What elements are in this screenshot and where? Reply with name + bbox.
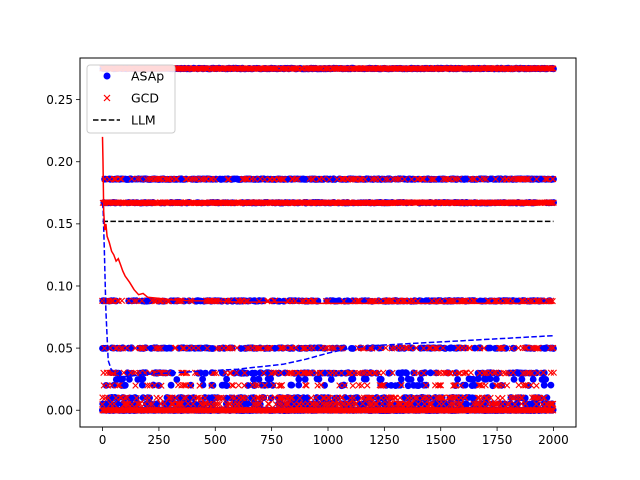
x-tick-label: 250 xyxy=(147,433,170,447)
x-tick-label: 0 xyxy=(99,433,107,447)
asap-point xyxy=(304,394,311,402)
legend-gcd-label: GCD xyxy=(131,91,159,106)
asap-point xyxy=(540,381,548,389)
asap-point xyxy=(529,376,537,383)
asap-point xyxy=(139,375,147,383)
asap-point xyxy=(288,381,296,389)
asap-point xyxy=(125,376,133,383)
asap-point xyxy=(474,375,482,383)
x-tick-label: 1750 xyxy=(482,433,513,447)
asap-point xyxy=(301,375,309,383)
asap-point xyxy=(454,376,461,383)
asap-point xyxy=(173,376,181,383)
asap-point xyxy=(547,381,555,389)
legend-llm-label: LLM xyxy=(131,113,156,128)
asap-point xyxy=(223,375,231,383)
asap-point xyxy=(403,369,410,377)
asap-point xyxy=(295,375,303,383)
asap-point xyxy=(267,375,274,383)
y-tick-label: 0.10 xyxy=(46,279,73,293)
x-tick-label: 750 xyxy=(260,433,283,447)
y-tick-label: 0.25 xyxy=(46,93,73,107)
y-tick-label: 0.15 xyxy=(46,217,73,231)
asap-point xyxy=(533,369,540,377)
asap-point xyxy=(258,369,265,377)
y-tick-label: 0.20 xyxy=(46,155,73,169)
x-tick-label: 1500 xyxy=(425,433,456,447)
asap-point xyxy=(229,394,237,402)
asap-point xyxy=(510,376,518,383)
asap-point xyxy=(121,381,129,389)
asap-point xyxy=(260,394,268,402)
asap-point xyxy=(223,382,231,389)
asap-point xyxy=(250,376,257,383)
asap-point xyxy=(542,376,550,383)
asap-point xyxy=(209,345,217,352)
asap-point xyxy=(138,381,146,389)
asap-point xyxy=(518,375,526,383)
asap-point xyxy=(244,400,252,408)
asap-point xyxy=(492,375,500,383)
legend-asap-label: ASAp xyxy=(131,69,164,84)
asap-point xyxy=(333,394,341,402)
asap-point xyxy=(498,382,505,389)
x-tick-label: 1250 xyxy=(369,433,400,447)
asap-point xyxy=(386,369,394,377)
y-tick-label: 0.00 xyxy=(46,404,73,418)
asap-point xyxy=(486,344,494,352)
asap-point xyxy=(377,344,385,352)
legend: ASAp GCD LLM xyxy=(86,64,176,134)
asap-point xyxy=(327,376,335,383)
asap-point xyxy=(167,381,175,389)
asap-point xyxy=(407,376,415,383)
x-tick-label: 2000 xyxy=(538,433,569,447)
asap-point xyxy=(241,394,249,402)
asap-point xyxy=(404,382,412,390)
asap-point xyxy=(415,382,422,389)
asap-point xyxy=(396,381,404,389)
x-tick-label: 500 xyxy=(204,433,227,447)
asap-point xyxy=(269,382,276,389)
asap-point xyxy=(397,375,405,383)
x-tick-label: 1000 xyxy=(313,433,344,447)
asap-point xyxy=(373,369,381,377)
scatter-layer xyxy=(99,64,557,414)
legend-asap-marker xyxy=(103,72,111,80)
asap-point xyxy=(119,375,126,383)
asap-point xyxy=(362,375,370,383)
asap-point xyxy=(410,369,417,377)
asap-point xyxy=(295,381,303,389)
y-tick-label: 0.05 xyxy=(46,341,73,355)
asap-point xyxy=(102,382,110,389)
asap-point xyxy=(243,369,251,377)
asap-point xyxy=(251,369,259,377)
asap-point xyxy=(463,400,471,408)
asap-point xyxy=(417,376,424,383)
asap-point xyxy=(349,375,357,383)
asap-point xyxy=(315,375,323,383)
asap-point xyxy=(209,382,217,389)
asap-point xyxy=(486,375,494,383)
asap-point xyxy=(154,400,161,408)
asap-point xyxy=(427,369,434,377)
asap-point xyxy=(469,375,477,383)
asap-point xyxy=(377,375,385,383)
asap-point xyxy=(199,375,207,383)
asap-point xyxy=(255,376,263,383)
